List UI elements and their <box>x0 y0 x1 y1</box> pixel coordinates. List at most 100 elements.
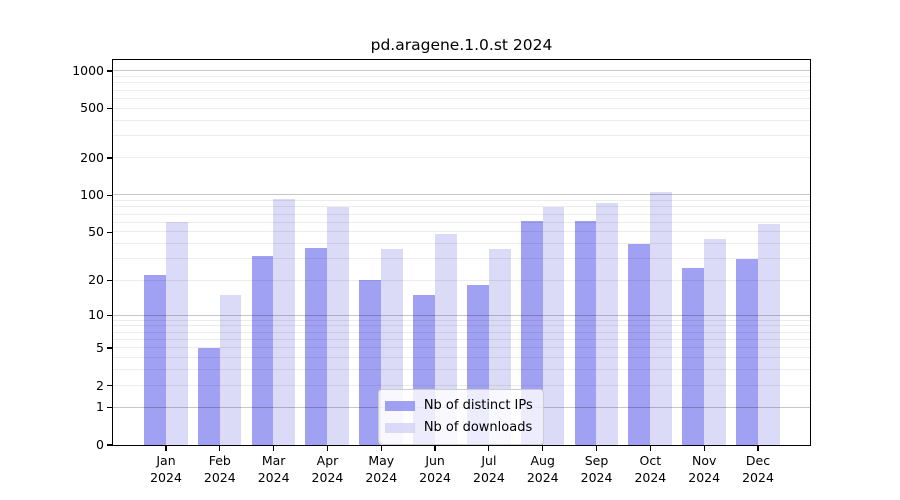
x-tick-mark <box>703 446 705 451</box>
y-tick-label: 200 <box>80 149 104 165</box>
legend-item-downloads: Nb of downloads <box>384 417 533 439</box>
minor-gridline <box>112 221 810 223</box>
legend-item-distinct-ips: Nb of distinct IPs <box>384 395 533 417</box>
bar-distinct-ips <box>682 268 704 445</box>
y-tick-label: 500 <box>80 100 104 116</box>
x-tick-label: Jul 2024 <box>473 452 505 485</box>
minor-gridline <box>112 384 810 386</box>
y-tick-label: 1000 <box>72 63 104 79</box>
bar-distinct-ips <box>520 220 543 445</box>
minor-gridline <box>112 97 810 99</box>
y-tick-label: 100 <box>80 187 104 203</box>
bar-downloads <box>650 192 672 445</box>
major-gridline <box>112 194 810 196</box>
bar-downloads <box>757 224 780 445</box>
legend: Nb of distinct IPs Nb of downloads <box>377 388 544 445</box>
legend-label-distinct-ips: Nb of distinct IPs <box>423 398 533 414</box>
y-tick-mark <box>107 406 112 409</box>
x-tick-mark <box>649 446 651 451</box>
bar-distinct-ips <box>197 347 220 445</box>
minor-gridline <box>112 331 810 333</box>
y-tick-label: 2 <box>96 377 104 393</box>
x-tick-mark <box>595 446 598 451</box>
bar-distinct-ips <box>574 220 597 445</box>
bar-downloads <box>596 203 619 445</box>
minor-gridline <box>112 369 810 371</box>
y-tick-mark <box>107 157 112 159</box>
bar-distinct-ips <box>359 280 382 445</box>
minor-gridline <box>112 200 810 202</box>
x-tick-mark <box>542 446 544 451</box>
x-tick-mark <box>757 446 759 451</box>
bar-distinct-ips <box>144 275 166 445</box>
minor-gridline <box>112 357 810 359</box>
plot-area: Nb of distinct IPs Nb of downloads <box>111 58 811 446</box>
bar-distinct-ips <box>628 243 651 445</box>
minor-gridline <box>112 325 810 327</box>
bar-downloads <box>703 238 726 445</box>
minor-gridline <box>112 107 810 109</box>
x-tick-mark <box>326 446 329 451</box>
minor-gridline <box>112 157 810 159</box>
bar-downloads <box>327 206 350 445</box>
bar-downloads <box>273 199 296 445</box>
minor-gridline <box>112 243 810 245</box>
bar-downloads <box>542 206 565 445</box>
y-tick-label: 50 <box>88 224 104 240</box>
y-tick-mark <box>107 314 112 316</box>
major-gridline <box>112 314 810 316</box>
minor-gridline <box>112 135 810 137</box>
x-tick-mark <box>219 446 221 451</box>
minor-gridline <box>112 119 810 121</box>
y-tick-label: 5 <box>96 340 104 355</box>
minor-gridline <box>112 206 810 208</box>
x-tick-label: Apr 2024 <box>311 452 344 485</box>
y-tick-mark <box>107 279 112 281</box>
legend-swatch-distinct-ips <box>384 400 415 411</box>
minor-gridline <box>112 319 810 321</box>
minor-gridline <box>112 213 810 215</box>
legend-swatch-downloads <box>384 422 415 433</box>
y-tick-mark <box>107 194 112 196</box>
x-tick-mark <box>165 446 167 451</box>
x-tick-label: Nov 2024 <box>688 452 721 485</box>
minor-gridline <box>112 82 810 84</box>
minor-gridline <box>112 347 810 349</box>
x-tick-mark <box>380 446 382 451</box>
minor-gridline <box>112 338 810 340</box>
y-tick-mark <box>107 107 112 110</box>
bar-distinct-ips <box>736 258 758 445</box>
x-tick-label: May 2024 <box>365 452 398 485</box>
y-tick-label: 1 <box>96 399 104 415</box>
y-tick-mark <box>107 70 112 72</box>
x-tick-mark <box>434 446 436 451</box>
bar-distinct-ips <box>251 255 274 445</box>
bar-downloads <box>219 294 242 445</box>
legend-label-downloads: Nb of downloads <box>423 420 533 436</box>
minor-gridline <box>112 231 810 233</box>
x-tick-label: Jun 2024 <box>419 452 451 485</box>
y-tick-label: 0 <box>96 437 104 452</box>
y-tick-mark <box>107 347 112 349</box>
y-tick-mark <box>107 231 112 233</box>
y-tick-label: 20 <box>88 272 104 288</box>
x-tick-label: Oct 2024 <box>634 452 667 485</box>
chart-title: pd.aragene.1.0.st 2024 <box>370 36 553 54</box>
x-tick-label: Jan 2024 <box>150 452 182 485</box>
y-tick-label: 10 <box>88 307 104 323</box>
minor-gridline <box>112 76 810 78</box>
major-gridline <box>112 70 810 72</box>
x-tick-mark <box>273 446 275 451</box>
y-tick-mark <box>107 384 112 387</box>
x-tick-mark <box>488 446 490 451</box>
minor-gridline <box>112 89 810 91</box>
x-tick-label: Dec 2024 <box>742 452 774 485</box>
x-tick-label: Mar 2024 <box>257 452 290 485</box>
x-tick-label: Aug 2024 <box>526 452 559 485</box>
y-tick-mark <box>107 444 112 446</box>
bar-distinct-ips <box>305 247 328 445</box>
x-tick-label: Feb 2024 <box>203 452 236 485</box>
x-tick-label: Sep 2024 <box>580 452 613 485</box>
gridlines-layer <box>112 60 810 445</box>
